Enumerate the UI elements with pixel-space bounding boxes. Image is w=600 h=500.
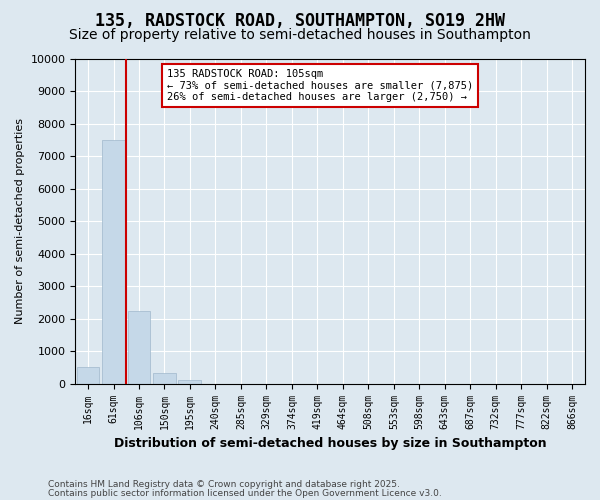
Bar — [128, 310, 151, 384]
Bar — [153, 373, 176, 384]
Bar — [178, 380, 202, 384]
Text: 135 RADSTOCK ROAD: 105sqm
← 73% of semi-detached houses are smaller (7,875)
26% : 135 RADSTOCK ROAD: 105sqm ← 73% of semi-… — [167, 68, 473, 102]
Text: 135, RADSTOCK ROAD, SOUTHAMPTON, SO19 2HW: 135, RADSTOCK ROAD, SOUTHAMPTON, SO19 2H… — [95, 12, 505, 30]
Text: Contains public sector information licensed under the Open Government Licence v3: Contains public sector information licen… — [48, 488, 442, 498]
X-axis label: Distribution of semi-detached houses by size in Southampton: Distribution of semi-detached houses by … — [114, 437, 547, 450]
Bar — [77, 368, 100, 384]
Y-axis label: Number of semi-detached properties: Number of semi-detached properties — [15, 118, 25, 324]
Bar — [102, 140, 125, 384]
Text: Size of property relative to semi-detached houses in Southampton: Size of property relative to semi-detach… — [69, 28, 531, 42]
Text: Contains HM Land Registry data © Crown copyright and database right 2025.: Contains HM Land Registry data © Crown c… — [48, 480, 400, 489]
